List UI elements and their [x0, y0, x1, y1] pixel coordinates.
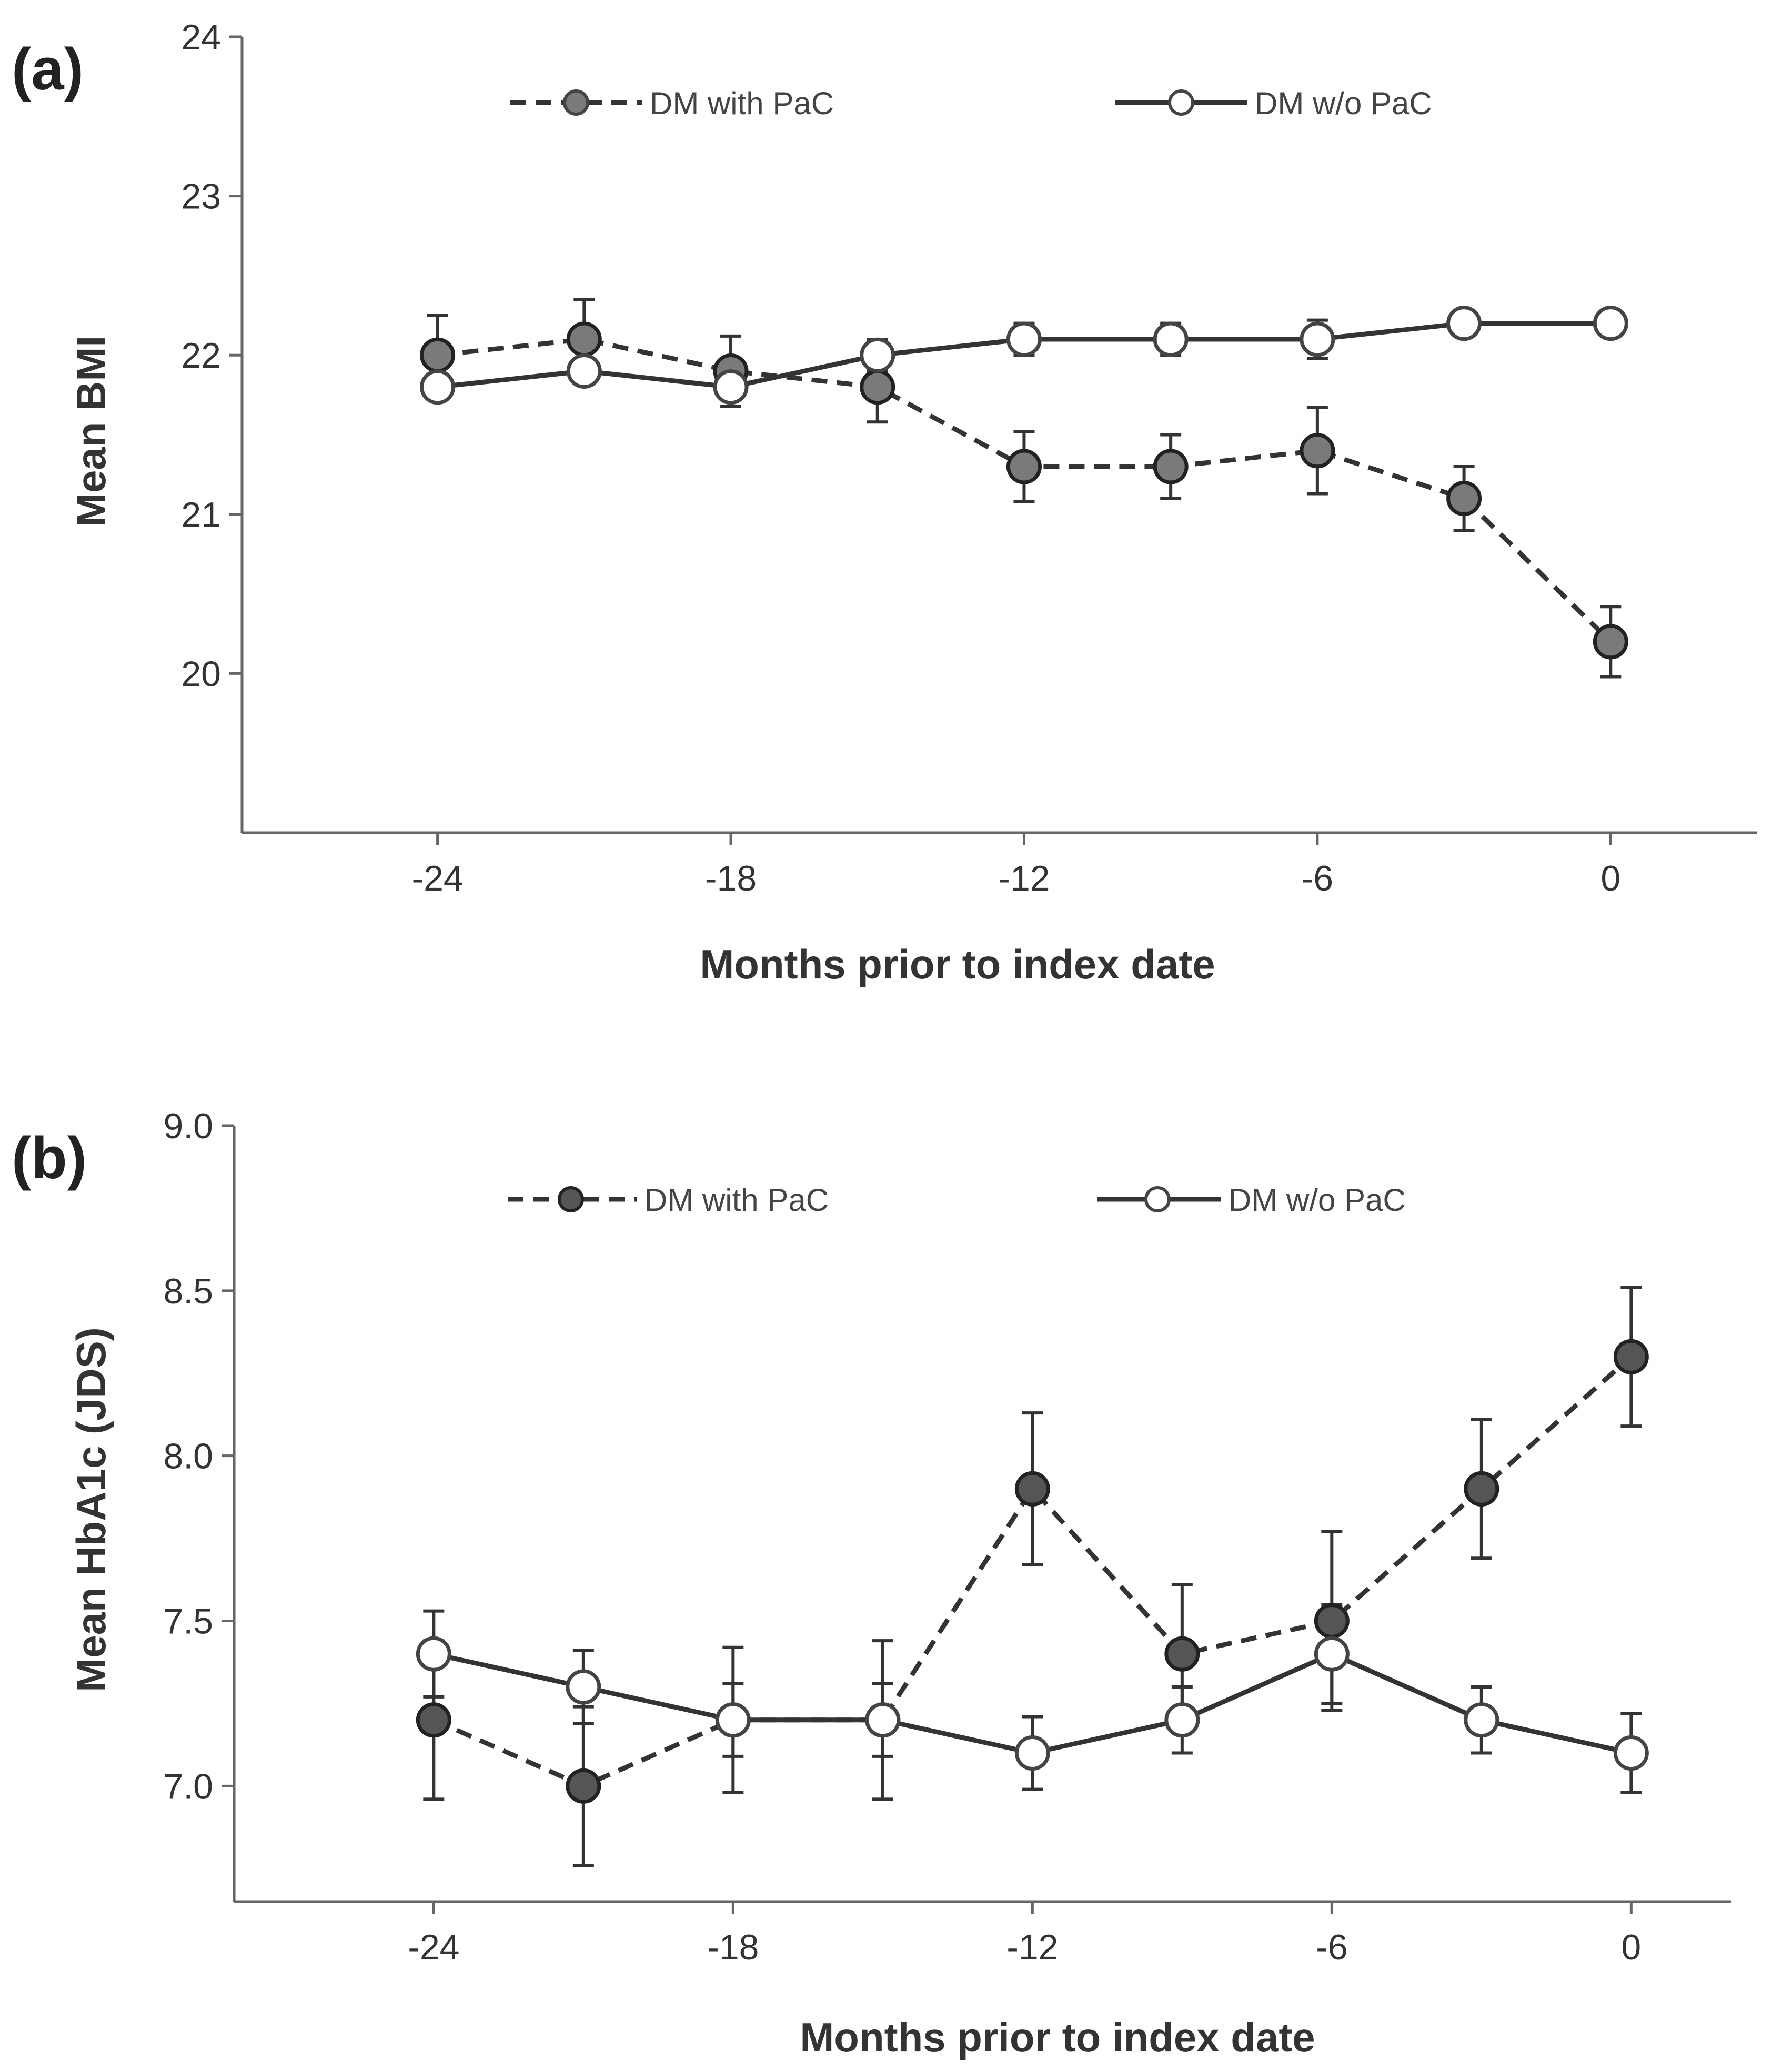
- panel-a-point-with-pac: [860, 369, 895, 405]
- panel-b-y-axis-title: Mean HbA1c (JDS): [68, 1327, 114, 1692]
- panel-b-x-tick-label: -18: [707, 1927, 759, 1967]
- panel-b-hba1c-chart: (b) 7.0 7.5 8.0 8.5 9.0 -24 -18 -12 -6 0 Mean Hb…: [12, 1106, 1731, 2060]
- panel-b-point-wo-pac: [1613, 1735, 1649, 1771]
- panel-b-legend-label-with-pac: DM with PaC: [645, 1182, 829, 1218]
- panel-a-y-tick-label: 21: [181, 495, 221, 535]
- panel-b-legend-filled-marker: [558, 1186, 584, 1212]
- panel-a-plot-area: [420, 298, 1628, 679]
- panel-b-point-wo-pac: [865, 1702, 901, 1738]
- panel-a-y-tick-label: 22: [181, 336, 221, 376]
- panel-b-point-with-pac: [1014, 1471, 1050, 1507]
- panel-b-point-with-pac: [1164, 1636, 1200, 1672]
- panel-a-point-wo-pac: [1300, 321, 1335, 357]
- panel-b-y-tick-label: 7.0: [163, 1766, 213, 1806]
- panel-a-point-wo-pac: [420, 369, 456, 405]
- panel-a-point-wo-pac: [566, 353, 602, 389]
- panel-b-plot-area: [416, 1286, 1649, 1867]
- panel-a-x-tick-label: -6: [1302, 858, 1333, 898]
- panel-b-label: (b): [12, 1125, 87, 1191]
- panel-a-point-wo-pac: [860, 337, 895, 373]
- panel-a-x-tick-label: -24: [411, 858, 463, 898]
- panel-a-legend-item-dm-with-pac: DM with PaC: [510, 86, 834, 121]
- panel-a-point-with-pac: [1006, 449, 1042, 484]
- panel-a-legend: DM with PaC DM w/o PaC: [510, 86, 1432, 121]
- panel-a-x-tick-label: -18: [705, 858, 757, 898]
- panel-b-point-wo-pac: [1464, 1702, 1499, 1738]
- panel-a-point-with-pac: [1593, 624, 1628, 660]
- panel-b-y-tick-label: 8.5: [163, 1271, 213, 1311]
- panel-a-point-with-pac: [1300, 433, 1335, 469]
- panel-b-legend-item-dm-with-pac: DM with PaC: [508, 1182, 829, 1218]
- panel-b-x-tick-label: -12: [1006, 1927, 1058, 1967]
- panel-a-point-with-pac: [420, 337, 456, 373]
- panel-a-point-wo-pac: [1446, 306, 1482, 341]
- panel-b-point-wo-pac: [1014, 1735, 1050, 1771]
- panel-b-x-ticks: -24 -18 -12 -6 0: [408, 1902, 1641, 1967]
- panel-b-point-with-pac: [416, 1702, 451, 1738]
- panel-b-point-wo-pac: [715, 1702, 751, 1738]
- panel-a-y-tick-label: 24: [181, 17, 221, 57]
- panel-b-y-ticks: 7.0 7.5 8.0 8.5 9.0: [163, 1106, 234, 1806]
- panel-a-legend-open-marker: [1168, 89, 1194, 116]
- panel-b-point-wo-pac: [1314, 1636, 1350, 1672]
- panel-a-legend-filled-marker: [563, 89, 589, 116]
- panel-b-y-tick-label: 8.0: [163, 1437, 213, 1477]
- panel-a-legend-item-dm-wo-pac: DM w/o PaC: [1115, 86, 1432, 121]
- panel-b-point-with-pac: [1464, 1471, 1499, 1507]
- panel-b-point-wo-pac: [566, 1669, 601, 1705]
- panel-a-point-wo-pac: [1153, 321, 1189, 357]
- panel-a-x-tick-label: -12: [998, 858, 1050, 898]
- panel-a-point-wo-pac: [1006, 321, 1042, 357]
- panel-a-x-tick-label: 0: [1600, 858, 1620, 898]
- panel-b-y-tick-label: 7.5: [163, 1601, 213, 1641]
- panel-a-point-with-pac: [566, 321, 602, 357]
- panel-b-legend-item-dm-wo-pac: DM w/o PaC: [1097, 1182, 1406, 1218]
- panel-b-point-wo-pac: [1164, 1702, 1200, 1738]
- panel-a-point-with-pac: [1153, 449, 1189, 484]
- panel-a-legend-label-with-pac: DM with PaC: [650, 86, 834, 121]
- panel-a-x-axis-title: Months prior to index date: [700, 941, 1215, 987]
- panel-b-x-tick-label: 0: [1621, 1927, 1641, 1967]
- panel-a-bmi-chart: (a) 20 21 22 23 24 -24 -18 -12 -6 0 Mean BMI Mon…: [12, 17, 1757, 987]
- panel-b-legend: DM with PaC DM w/o PaC: [508, 1182, 1406, 1218]
- panel-a-y-tick-label: 23: [181, 177, 221, 217]
- panel-b-legend-open-marker: [1144, 1186, 1171, 1212]
- panel-b-point-wo-pac: [416, 1636, 451, 1672]
- panel-a-y-axis-title: Mean BMI: [68, 336, 114, 527]
- panel-b-point-with-pac: [1613, 1339, 1649, 1374]
- panel-b-x-tick-label: -6: [1316, 1927, 1347, 1967]
- panel-b-point-with-pac: [566, 1768, 601, 1804]
- panel-b-legend-label-wo-pac: DM w/o PaC: [1229, 1182, 1406, 1218]
- panel-b-point-with-pac: [1314, 1603, 1350, 1639]
- panel-a-point-wo-pac: [1593, 306, 1628, 341]
- panel-b-x-tick-label: -24: [408, 1927, 459, 1967]
- panel-a-y-tick-label: 20: [181, 654, 221, 694]
- panel-a-legend-label-wo-pac: DM w/o PaC: [1255, 86, 1432, 121]
- panel-a-point-with-pac: [1446, 481, 1482, 517]
- panel-a-label: (a): [12, 36, 84, 102]
- panel-a-y-ticks: 20 21 22 23 24: [181, 17, 242, 694]
- panel-a-x-ticks: -24 -18 -12 -6 0: [411, 833, 1620, 898]
- panel-b-y-tick-label: 9.0: [163, 1106, 213, 1146]
- panel-b-x-axis-title: Months prior to index date: [800, 2014, 1315, 2060]
- panel-a-point-wo-pac: [713, 369, 749, 405]
